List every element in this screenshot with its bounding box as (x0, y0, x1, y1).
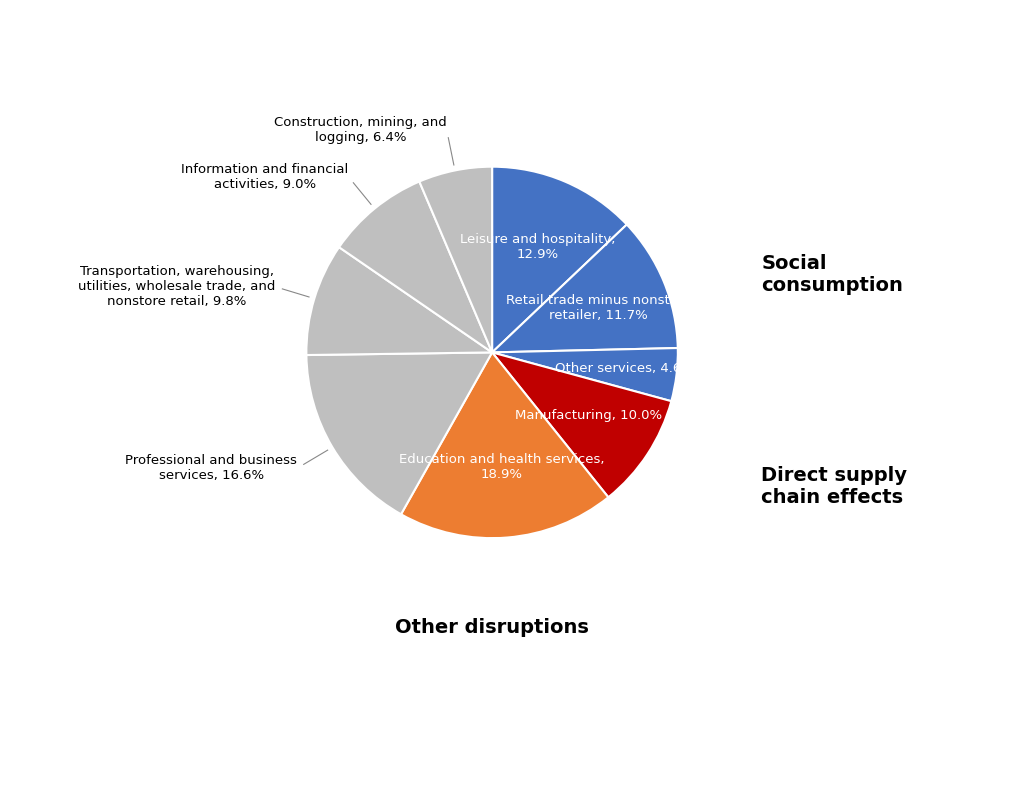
Text: Construction, mining, and
logging, 6.4%: Construction, mining, and logging, 6.4% (274, 116, 446, 145)
Wedge shape (306, 352, 492, 514)
Wedge shape (339, 182, 492, 352)
Text: Education and health services,
18.9%: Education and health services, 18.9% (399, 453, 604, 482)
Wedge shape (401, 352, 608, 538)
Text: Other services, 4.6%: Other services, 4.6% (556, 362, 694, 375)
Wedge shape (492, 352, 672, 497)
Text: Transportation, warehousing,
utilities, wholesale trade, and
nonstore retail, 9.: Transportation, warehousing, utilities, … (78, 265, 276, 308)
Text: Retail trade minus nonstore
retailer, 11.7%: Retail trade minus nonstore retailer, 11… (506, 294, 691, 322)
Wedge shape (492, 348, 678, 402)
Wedge shape (492, 225, 678, 352)
Wedge shape (492, 166, 627, 352)
Text: Leisure and hospitality,
12.9%: Leisure and hospitality, 12.9% (460, 233, 615, 261)
Text: Other disruptions: Other disruptions (395, 618, 589, 637)
Text: Information and financial
activities, 9.0%: Information and financial activities, 9.… (182, 163, 348, 191)
Wedge shape (306, 247, 492, 355)
Text: Direct supply
chain effects: Direct supply chain effects (762, 465, 907, 507)
Text: Manufacturing, 10.0%: Manufacturing, 10.0% (515, 409, 662, 422)
Text: Professional and business
services, 16.6%: Professional and business services, 16.6… (125, 454, 297, 482)
Text: Social
consumption: Social consumption (762, 254, 903, 295)
Wedge shape (419, 166, 492, 352)
